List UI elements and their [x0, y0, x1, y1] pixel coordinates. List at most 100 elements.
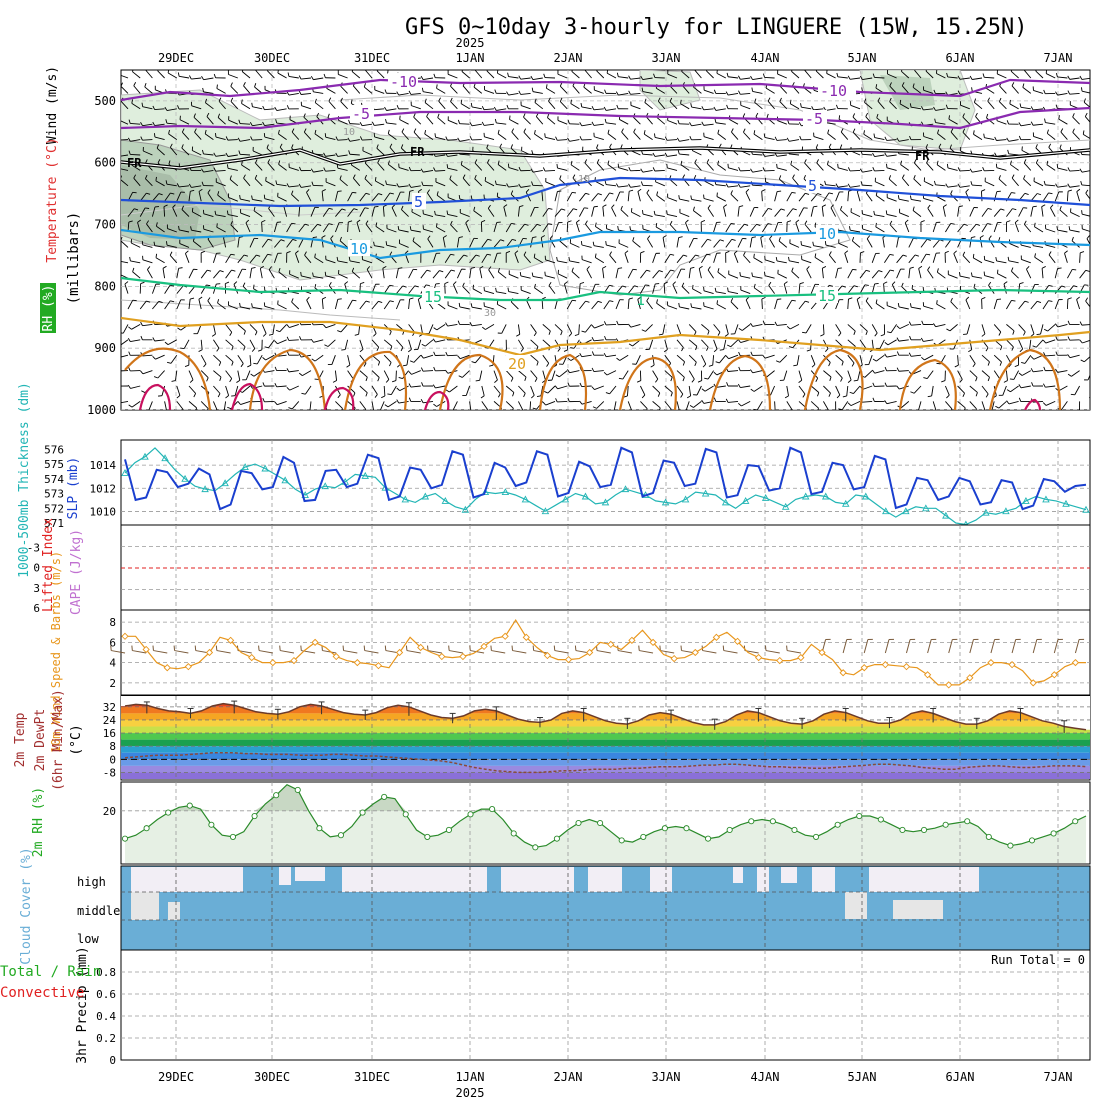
temp-band	[121, 759, 1090, 766]
rh-marker	[1008, 843, 1013, 848]
wind-tick: 4	[109, 657, 116, 670]
label-fr-c: FR	[915, 149, 930, 163]
label-rh-minus10: -10	[572, 174, 590, 185]
ylabel-cloud: Cloud Cover (%)	[19, 847, 34, 964]
precip-tick: 0	[109, 1054, 116, 1067]
temp-band	[121, 727, 1090, 734]
wind-barb-feather	[240, 195, 241, 199]
wind-barb-feather	[1059, 115, 1060, 119]
rh-marker	[943, 822, 948, 827]
bottom-date-label: 7JAN	[1044, 1070, 1073, 1084]
wind-barb-feather	[116, 367, 118, 371]
rh-marker	[770, 819, 775, 824]
li-tick: 6	[33, 602, 40, 615]
rh-marker	[122, 836, 127, 841]
rh-marker	[533, 845, 538, 850]
temp-band	[121, 740, 1090, 747]
label-fr-a: FR	[127, 156, 142, 170]
rh-marker	[274, 793, 279, 798]
stability-panel	[121, 525, 1090, 610]
cloud-gap	[279, 867, 291, 885]
rh-marker	[878, 817, 883, 822]
wind-barb-feather	[1011, 193, 1015, 194]
wind-barb-feather	[865, 285, 869, 286]
wind-barb-feather	[838, 268, 842, 269]
wind-barb-feather	[476, 380, 480, 381]
label-15-b: 15	[818, 287, 836, 305]
wind-barb-feather	[728, 288, 729, 292]
ylabel-2m-temp: 2m Temp	[13, 712, 28, 767]
label-10-a: 10	[350, 240, 368, 258]
top-date-label: 29DEC	[158, 51, 194, 65]
rh-marker	[338, 833, 343, 838]
pressure-tick: 500	[94, 94, 116, 108]
top-date-label: 31DEC	[354, 51, 390, 65]
wind-barb-feather	[792, 300, 796, 301]
temp-band	[121, 746, 1090, 753]
rh-panel	[121, 782, 1090, 864]
wind-barb	[862, 154, 872, 155]
wind-barb-feather	[117, 343, 120, 345]
cloud-panel	[121, 866, 1090, 950]
thickness-tick: 574	[44, 473, 64, 486]
rh-marker	[792, 827, 797, 832]
cloud-gap	[588, 867, 622, 892]
wind-barb	[775, 401, 776, 411]
rh-marker	[900, 827, 905, 832]
wind-barb-feather	[594, 206, 598, 207]
rh-marker	[252, 813, 257, 818]
wind-barb-feather	[180, 348, 184, 349]
top-date-label: 5JAN	[848, 51, 877, 65]
wind-barb-feather	[473, 285, 474, 289]
pressure-tick: 700	[94, 218, 116, 232]
cloud-gap	[295, 867, 325, 881]
thickness-tick: 572	[44, 502, 64, 515]
rh-marker	[317, 826, 322, 831]
wind-barb	[447, 140, 457, 141]
ylabel-slp: SLP (mb)	[66, 457, 81, 520]
temp-tick: 24	[103, 714, 117, 727]
label-minus5-b: -5	[805, 110, 823, 128]
rh-marker	[360, 810, 365, 815]
wind-barb	[823, 324, 824, 334]
rh-marker	[446, 827, 451, 832]
wind-barb-feather	[338, 299, 342, 300]
wind-barb-feather	[447, 164, 448, 168]
wind-barb-feather	[1072, 269, 1076, 270]
upper-air-panel: -10 -10 -5 -5 FR FR FR -10 5 5 10 10 15 …	[116, 67, 1100, 414]
wind-barb-feather	[292, 223, 296, 224]
rh-marker	[209, 822, 214, 827]
label-15-a: 15	[424, 288, 442, 306]
wind-barb	[655, 170, 665, 171]
pressure-tick: 600	[94, 156, 116, 170]
slp-tick: 1014	[90, 459, 117, 472]
wind-barb-feather	[936, 363, 940, 364]
wind-barb-feather	[900, 100, 901, 104]
wind-barb-feather	[792, 192, 796, 193]
wind-barb	[643, 185, 653, 186]
rh-marker	[749, 819, 754, 824]
label-rh-30: 30	[484, 308, 496, 319]
wind-barb	[1092, 284, 1094, 294]
wind-barb	[765, 77, 775, 78]
wind-barb-feather	[436, 223, 437, 227]
cloud-gap	[869, 867, 979, 892]
wind-barb-feather	[610, 411, 614, 412]
rh-marker	[662, 826, 667, 831]
wind-barb	[762, 299, 763, 309]
wind-barb-feather	[306, 411, 310, 412]
rh-tick: 20	[103, 805, 116, 818]
label-minus10-b: -10	[820, 82, 847, 100]
temp-tick: 32	[103, 701, 116, 714]
wind-barb	[1070, 170, 1080, 171]
wind-barb-feather	[1011, 300, 1015, 301]
ylabel-total-rain: Total / Rain	[0, 964, 101, 980]
wind-barb-feather	[581, 241, 582, 245]
bottom-date-label: 30DEC	[254, 1070, 290, 1084]
wind-barb-feather	[654, 133, 655, 137]
cloud-gap	[501, 867, 574, 892]
wind-barb-feather	[618, 268, 622, 269]
wind-barb-feather	[266, 177, 267, 181]
rh-marker	[144, 826, 149, 831]
